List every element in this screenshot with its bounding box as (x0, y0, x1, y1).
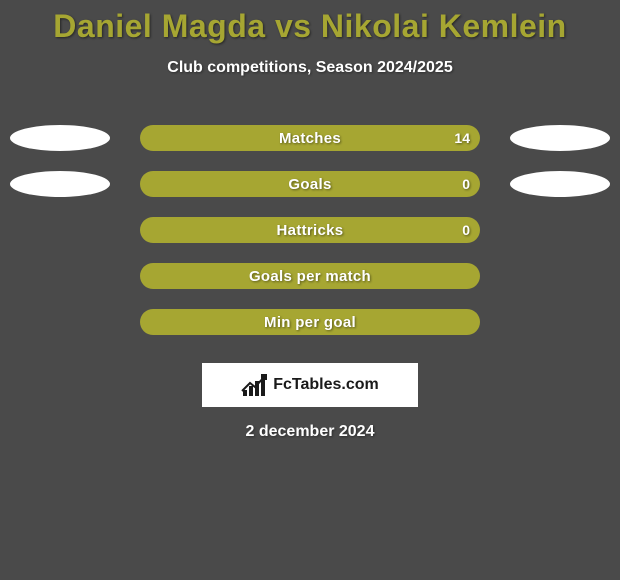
stat-row: Goals per match (0, 253, 620, 299)
stat-value: 0 (462, 222, 470, 238)
page-title: Daniel Magda vs Nikolai Kemlein (0, 0, 620, 45)
stat-bar: Matches 14 (140, 125, 480, 151)
stat-label: Goals (288, 176, 331, 193)
stat-label: Goals per match (249, 268, 371, 285)
left-ellipse (10, 171, 110, 197)
stat-bar: Goals 0 (140, 171, 480, 197)
brand-text: FcTables.com (273, 376, 379, 394)
stat-row: Hattricks 0 (0, 207, 620, 253)
stat-label: Matches (279, 130, 341, 147)
stat-row: Goals 0 (0, 161, 620, 207)
right-ellipse (510, 171, 610, 197)
brand-badge: FcTables.com (202, 363, 418, 407)
stat-bar: Hattricks 0 (140, 217, 480, 243)
stat-label: Hattricks (277, 222, 344, 239)
snapshot-date: 2 december 2024 (0, 423, 620, 441)
stat-bar: Min per goal (140, 309, 480, 335)
stat-value: 0 (462, 176, 470, 192)
stat-label: Min per goal (264, 314, 356, 331)
right-ellipse (510, 125, 610, 151)
left-ellipse (10, 125, 110, 151)
page-subtitle: Club competitions, Season 2024/2025 (0, 59, 620, 77)
brand-arrow-icon (241, 374, 267, 392)
stat-bar: Goals per match (140, 263, 480, 289)
stat-rows: Matches 14 Goals 0 Hattricks 0 Goals per match… (0, 115, 620, 345)
comparison-card: Daniel Magda vs Nikolai Kemlein Club com… (0, 0, 620, 580)
stat-row: Matches 14 (0, 115, 620, 161)
stat-row: Min per goal (0, 299, 620, 345)
stat-value: 14 (454, 130, 470, 146)
brand-chart-icon (241, 374, 267, 396)
